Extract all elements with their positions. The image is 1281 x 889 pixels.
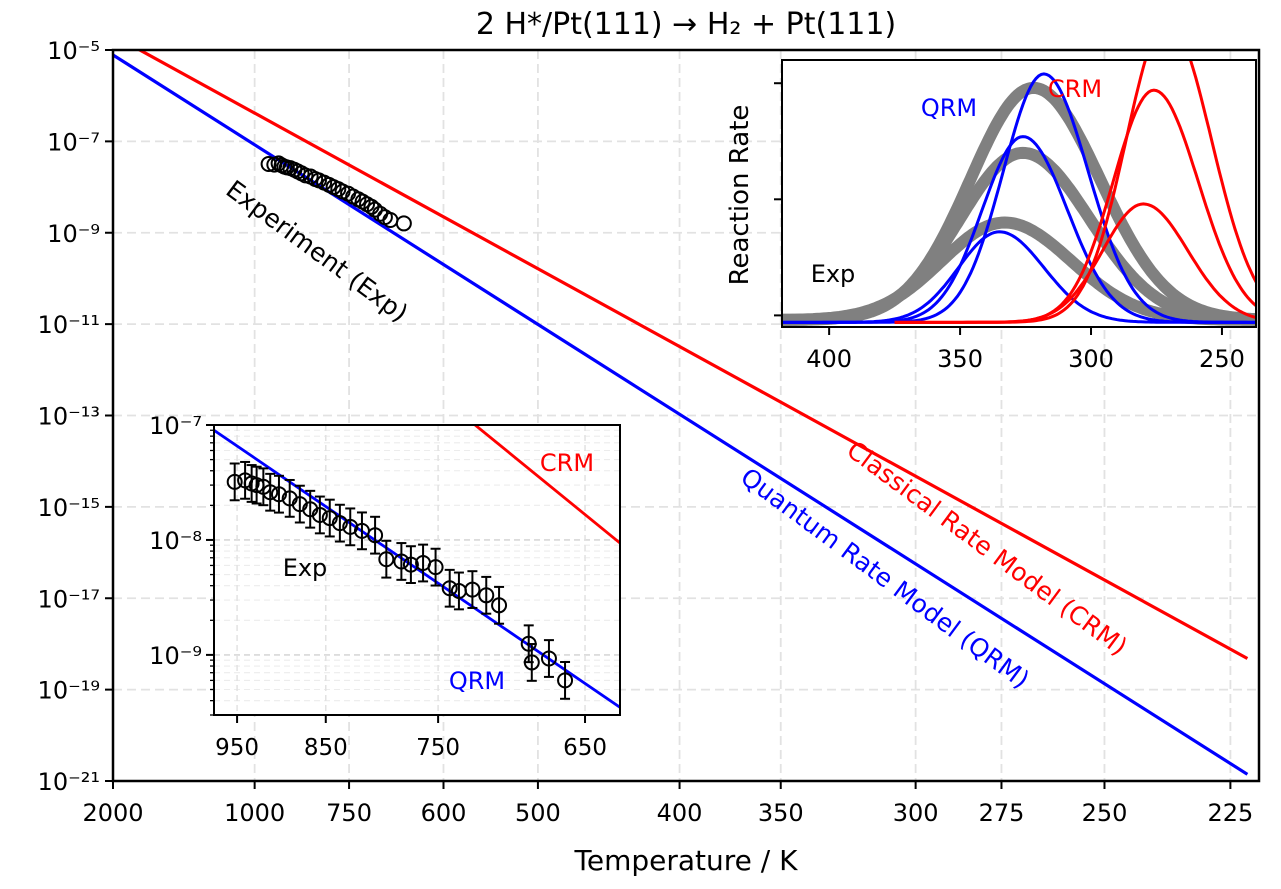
inset-x-ticks: 950 850 750 650 — [215, 715, 607, 761]
inset-zoom-plot: 950 850 750 650 10⁻⁷ 10⁻⁸ 10⁻⁹ CRM Exp QRM — [149, 412, 621, 761]
tr-inset-crm-label: CRM — [1048, 75, 1102, 103]
main-x-ticks: 2000 1000 750 600 500 400 350 300 275 250 225 — [82, 781, 1253, 827]
exp-series-label: Experiment (Exp) — [221, 175, 414, 328]
chart-title: 2 H*/Pt(111) → H₂ + Pt(111) — [476, 7, 896, 42]
inset-experiment-point — [321, 510, 338, 527]
tr-inset-y-ticks — [774, 82, 782, 317]
main-y-tick-label: 10⁻¹³ — [38, 403, 100, 431]
inset-experiment-point — [427, 559, 444, 576]
tr-inset-y-axis-label: Reaction Rate — [725, 105, 755, 286]
inset-reaction-rate-plot: 400 350 300 250 Reaction Rate QRM CRM Exp — [725, 59, 1257, 373]
main-y-tick-label: 10⁻⁵ — [47, 37, 100, 65]
experiment-point — [395, 215, 412, 232]
main-x-tick-label: 500 — [515, 799, 561, 827]
inset-experiment-point — [491, 597, 508, 614]
inset-experiment-point — [270, 486, 287, 503]
inset-x-tick-label: 850 — [304, 735, 348, 761]
inset-grid — [214, 424, 620, 716]
inset-experiment-point — [378, 551, 395, 568]
main-y-tick-label: 10⁻²¹ — [38, 768, 100, 796]
inset-experiment-point — [402, 556, 419, 573]
main-y-tick-label: 10⁻⁷ — [47, 128, 100, 156]
inset-experiment-point — [393, 553, 410, 570]
inset-experiment-point — [557, 672, 574, 689]
inset-qrm-label: QRM — [449, 667, 505, 695]
main-x-tick-label: 250 — [1082, 799, 1128, 827]
main-x-tick-label: 400 — [657, 799, 703, 827]
inset-experiment-point — [523, 654, 540, 671]
inset-experiment-point — [262, 484, 279, 501]
crm-line — [136, 50, 1249, 660]
tr-exp-curve — [782, 81, 1256, 326]
inset-crm-line — [474, 425, 620, 545]
main-y-tick-label: 10⁻¹¹ — [38, 311, 100, 339]
inset-y-tick-label: 10⁻⁸ — [149, 527, 202, 555]
inset-experiment-point — [331, 515, 348, 532]
inset-experiment-point — [478, 587, 495, 604]
tr-crm-curve — [894, 60, 1256, 324]
main-x-tick-label: 2000 — [82, 799, 143, 827]
main-x-tick-label: 350 — [758, 799, 804, 827]
inset-y-tick-label: 10⁻⁹ — [149, 642, 202, 670]
main-x-tick-label: 225 — [1207, 799, 1253, 827]
inset-x-tick-label: 650 — [563, 735, 607, 761]
main-experiment-points — [260, 155, 412, 232]
inset-experiment-points — [226, 460, 574, 700]
inset-experiment-point — [367, 527, 384, 544]
inset-exp-label: Exp — [283, 554, 328, 582]
main-y-tick-label: 10⁻¹⁷ — [38, 585, 100, 613]
inset-experiment-point — [226, 473, 243, 490]
inset-experiment-point — [464, 581, 481, 598]
main-y-tick-label: 10⁻¹⁹ — [38, 677, 100, 705]
inset-experiment-point — [540, 650, 557, 667]
inset-y-tick-label: 10⁻⁷ — [149, 412, 202, 440]
inset-x-tick-label: 950 — [215, 735, 259, 761]
qrm-line — [113, 53, 1249, 776]
inset-x-tick-label: 750 — [416, 735, 460, 761]
tr-inset-x-ticks: 400 350 300 250 — [806, 327, 1245, 373]
crm-series-label: Classical Rate Model (CRM) — [841, 435, 1132, 661]
inset-y-ticks: 10⁻⁷ 10⁻⁸ 10⁻⁹ — [149, 412, 214, 716]
main-x-tick-label: 600 — [421, 799, 467, 827]
tr-inset-frame — [781, 59, 1257, 328]
inset-experiment-point — [311, 506, 328, 523]
tr-inset-background — [782, 60, 1256, 327]
tr-inset-curves — [782, 60, 1256, 326]
inset-experiment-point — [441, 580, 458, 597]
main-series-lines — [113, 50, 1249, 776]
main-y-tick-label: 10⁻¹⁵ — [38, 494, 100, 522]
tr-x-tick-label: 250 — [1199, 345, 1245, 373]
main-y-tick-label: 10⁻⁹ — [47, 220, 100, 248]
tr-x-tick-label: 350 — [937, 345, 983, 373]
main-x-tick-label: 275 — [979, 799, 1025, 827]
main-x-axis-label: Temperature / K — [574, 844, 799, 877]
experiment-point — [366, 201, 383, 218]
main-x-tick-label: 1000 — [224, 799, 285, 827]
main-x-tick-label: 300 — [893, 799, 939, 827]
tr-x-tick-label: 400 — [806, 345, 852, 373]
inset-crm-label: CRM — [540, 449, 594, 477]
main-x-tick-label: 750 — [326, 799, 372, 827]
inset-frame — [213, 424, 621, 716]
tr-inset-exp-label: Exp — [811, 260, 856, 288]
tr-qrm-curve — [782, 72, 1256, 324]
main-y-ticks: 10⁻⁵ 10⁻⁷ 10⁻⁹ 10⁻¹¹ 10⁻¹³ 10⁻¹⁵ 10⁻¹⁷ 10⁻¹⁹ 10⁻… — [38, 37, 113, 796]
tr-inset-qrm-label: QRM — [921, 94, 977, 122]
tr-x-tick-label: 300 — [1068, 345, 1114, 373]
